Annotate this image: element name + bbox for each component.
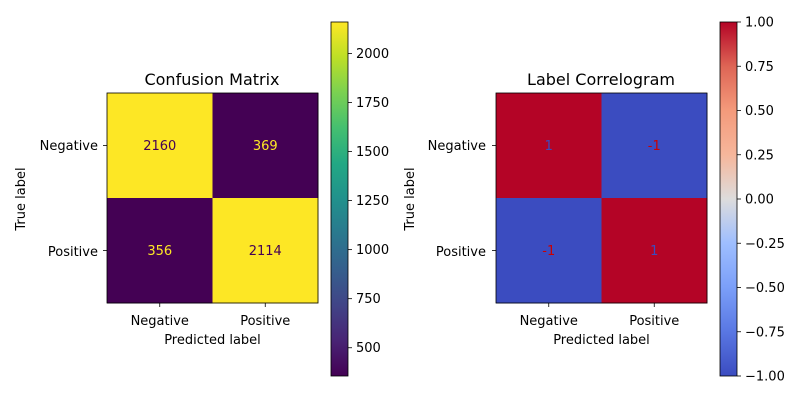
- y-tick-label: Positive: [436, 245, 486, 260]
- plot-frame: [495, 92, 708, 304]
- cell-value-label: 369: [253, 139, 278, 154]
- cell-value-label: 2114: [249, 244, 282, 259]
- colorbar-tick-label: 750: [356, 292, 381, 307]
- colorbar-tick-label: 1750: [356, 96, 389, 111]
- colorbar-ticks: −1.00 −0.75 −0.50 −0.25 0.00 0.25 0.50 0.75 1.00: [737, 16, 785, 385]
- colorbar-tick-label: 0.50: [745, 104, 774, 119]
- plot-frame: [106, 92, 319, 304]
- y-tick-label: Positive: [48, 245, 98, 260]
- colorbar-tick-label: 0.25: [745, 148, 774, 163]
- x-tick-label: Negative: [520, 314, 578, 329]
- chart-title: Confusion Matrix: [144, 70, 279, 89]
- x-tick-label: Positive: [629, 314, 679, 329]
- y-axis-label: True label: [403, 167, 418, 231]
- colorbar-tick-label: −0.25: [745, 237, 785, 252]
- cell-value-label: -1: [542, 244, 555, 259]
- colorbar-tick-label: 1250: [356, 194, 389, 209]
- cell-value-label: 2160: [143, 139, 176, 154]
- colorbar-tick-label: 1500: [356, 145, 389, 160]
- colorbar-tick-label: 1.00: [745, 16, 774, 31]
- colorbar-tick-label: −0.50: [745, 281, 785, 296]
- y-tick-label: Negative: [428, 139, 486, 154]
- cell-value-label: -1: [648, 139, 661, 154]
- colorbar-tick-label: 0.00: [745, 193, 774, 208]
- colorbar-tick-label: 1000: [356, 243, 389, 258]
- matrix-cell: [496, 198, 602, 304]
- y-axis-label: True label: [14, 167, 29, 231]
- cell-value-label: 1: [545, 139, 553, 154]
- colorbar-tick-label: 2000: [356, 47, 389, 62]
- cell-value-label: 356: [147, 244, 172, 259]
- matrix-cell: [107, 93, 213, 199]
- colorbar-ticks: 500 750 1000 1250 1500 1750 2000: [348, 47, 389, 356]
- colorbar: [330, 21, 349, 377]
- x-tick-label: Negative: [131, 314, 189, 329]
- colorbar-tick-label: −0.75: [745, 325, 785, 340]
- matrix-cell: [212, 198, 319, 304]
- x-axis-label: Predicted label: [553, 333, 650, 348]
- x-tick-label: Positive: [240, 314, 290, 329]
- chart-title: Label Correlogram: [527, 70, 675, 89]
- confusion-matrix-chart: Confusion Matrix 2160 369 356 2114 Negat…: [14, 21, 389, 377]
- label-correlogram-chart: Label Correlogram 1 -1 -1 1 Negative Pos…: [403, 16, 785, 385]
- matrix-cell: [601, 93, 708, 199]
- matrix-cell: [107, 198, 213, 304]
- cell-value-label: 1: [650, 244, 658, 259]
- y-tick-label: Negative: [40, 139, 98, 154]
- colorbar-tick-label: 0.75: [745, 60, 774, 75]
- x-axis-label: Predicted label: [164, 333, 261, 348]
- colorbar: [719, 21, 738, 377]
- matrix-cell: [212, 93, 319, 199]
- matrix-cell: [496, 93, 602, 199]
- colorbar-tick-label: −1.00: [745, 370, 785, 385]
- matrix-cell: [601, 198, 708, 304]
- colorbar-tick-label: 500: [356, 341, 381, 356]
